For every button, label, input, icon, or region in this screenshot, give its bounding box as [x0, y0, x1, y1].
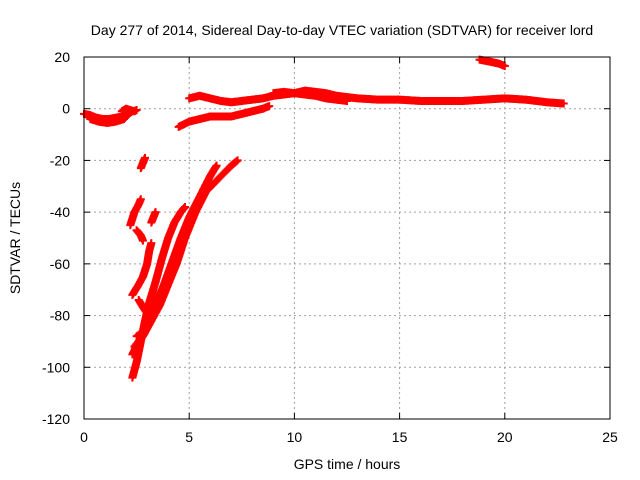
y-tick-label: -100 [42, 359, 70, 375]
y-tick-label: -60 [50, 256, 70, 272]
series-layer [80, 55, 568, 382]
data-series [128, 239, 156, 299]
y-tick-label: -80 [50, 308, 70, 324]
axis-ticks [83, 56, 611, 420]
x-tick-label: 5 [185, 429, 193, 445]
y-tick-label: -20 [50, 152, 70, 168]
data-series [117, 104, 141, 116]
data-point [132, 106, 141, 115]
y-axis-title: SDTVAR / TECUs [7, 182, 23, 294]
data-point [343, 96, 351, 105]
data-series [475, 55, 509, 71]
chart-title: Day 277 of 2014, Sidereal Day-to-day VTE… [91, 22, 593, 38]
x-axis-title: GPS time / hours [294, 456, 401, 472]
y-tick-label: -40 [50, 204, 70, 220]
grid-lines [84, 57, 610, 419]
data-series [134, 290, 162, 320]
data-point [559, 99, 568, 108]
data-point [500, 62, 509, 71]
x-tick-label: 10 [287, 429, 303, 445]
data-series [147, 208, 160, 227]
data-series [174, 102, 274, 131]
data-point [180, 202, 189, 211]
data-series [126, 195, 145, 230]
data-point [189, 208, 198, 217]
data-series [269, 87, 351, 105]
data-series [132, 226, 147, 245]
y-tick-label: 20 [54, 49, 70, 65]
data-point [136, 195, 145, 204]
data-point [153, 290, 162, 299]
data-point [151, 208, 160, 217]
x-tick-label: 25 [602, 429, 618, 445]
data-series [136, 153, 150, 173]
data-point [141, 153, 150, 162]
y-tick-label: -120 [42, 411, 70, 427]
x-tick-label: 15 [392, 429, 408, 445]
x-tick-label: 20 [497, 429, 513, 445]
x-tick-labels: 0 5 10 15 20 25 [80, 429, 618, 445]
y-tick-labels: 20 0 -20 -40 -60 -80 -100 -120 [42, 49, 70, 427]
data-point [265, 102, 274, 111]
data-point [212, 161, 221, 170]
x-tick-label: 0 [80, 429, 88, 445]
data-point [138, 236, 147, 245]
plot-frame [83, 56, 611, 420]
data-point [147, 239, 156, 248]
data-series [185, 86, 568, 108]
y-tick-label: 0 [62, 101, 70, 117]
data-point [233, 156, 242, 165]
